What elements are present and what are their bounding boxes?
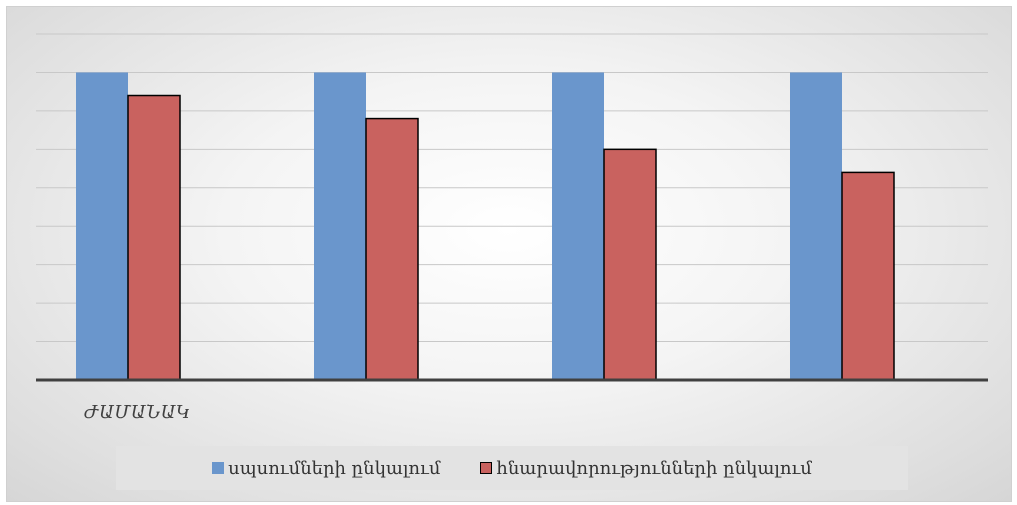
bar-series-1-cat-1 [76,72,128,380]
legend-swatch-series-1 [212,462,225,474]
legend-label-series-2: հնարավորությունների ընկալում [496,457,812,479]
bar-series-1-cat-3 [552,72,604,380]
legend: սպսումների ընկալում հնարավորությունների … [116,446,908,490]
legend-item-series-1: սպսումների ընկալում [212,458,440,479]
bar-series-2-cat-4 [841,171,895,381]
bar-series-1-cat-2 [314,72,366,380]
legend-item-series-2: հնարավորությունների ընկալում [480,457,812,479]
bar-series-2-cat-1 [127,94,181,381]
bar-series-1-cat-4 [790,72,842,380]
x-axis-title: ԺԱՄԱՆԱԿ [84,402,191,423]
legend-swatch-series-2 [480,462,493,474]
bar-series-2-cat-2 [365,117,419,381]
bar-series-2-cat-3 [603,148,657,381]
legend-label-series-1: սպսումների ընկալում [228,457,441,479]
